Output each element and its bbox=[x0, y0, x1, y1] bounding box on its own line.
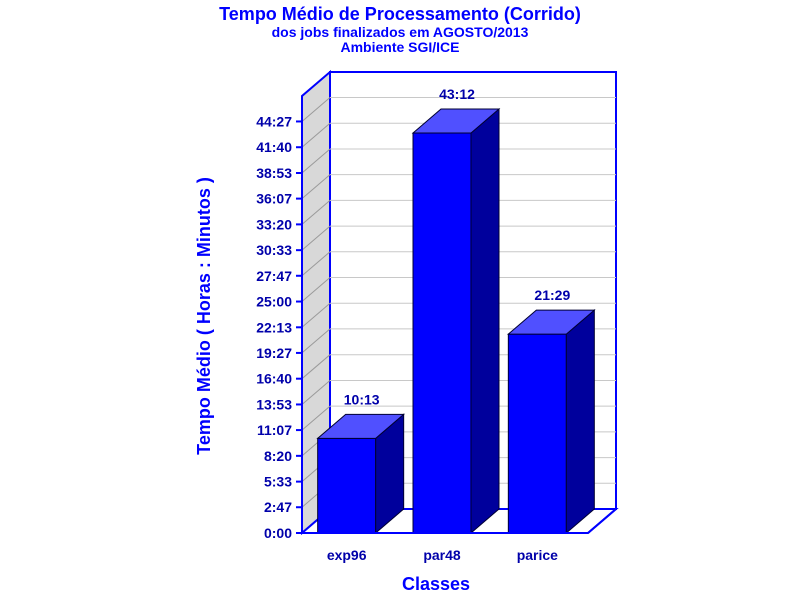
bar-side bbox=[470, 107, 500, 535]
y-tick-label: 11:07 bbox=[257, 422, 292, 438]
bar-top bbox=[411, 108, 501, 134]
bar-side bbox=[565, 309, 595, 535]
gridline-side bbox=[301, 122, 331, 148]
y-tick-label: 33:20 bbox=[256, 216, 292, 232]
bar-front bbox=[412, 132, 472, 534]
y-tick-label: 2:47 bbox=[264, 499, 292, 515]
x-axis-label: Classes bbox=[402, 574, 470, 594]
y-tick-label: 8:20 bbox=[264, 448, 292, 464]
floor-edge bbox=[587, 508, 617, 534]
chart-title: Tempo Médio de Processamento (Corrido) bbox=[219, 4, 581, 24]
bar-value-label: 10:13 bbox=[344, 391, 380, 407]
gridline-side bbox=[301, 200, 331, 225]
y-tick-label: 38:53 bbox=[256, 165, 292, 181]
gridline-side bbox=[301, 148, 331, 174]
gridline-side bbox=[301, 97, 331, 122]
gridline-side bbox=[301, 380, 331, 405]
y-tick-label: 19:27 bbox=[256, 345, 292, 361]
y-tick-label: 44:27 bbox=[256, 113, 292, 129]
plot-area: 0:00 2:47 5:33 8:20 11:07 13:53 16:40 19:27 22:1… bbox=[256, 69, 619, 563]
x-tick-label: exp96 bbox=[327, 547, 367, 563]
gridline-side bbox=[301, 174, 331, 199]
bar-value-label: 43:12 bbox=[439, 86, 475, 102]
bar-front bbox=[507, 333, 567, 534]
x-tick-label: parice bbox=[517, 547, 558, 563]
chart-subtitle-line-1: dos jobs finalizados em AGOSTO/2013 bbox=[272, 24, 529, 40]
gridline-side bbox=[301, 277, 331, 302]
y-tick-label: 13:53 bbox=[256, 396, 292, 412]
chart-subtitle-line-2: Ambiente SGI/ICE bbox=[340, 39, 459, 55]
bar-front bbox=[317, 437, 377, 534]
y-tick-label: 0:00 bbox=[264, 525, 292, 541]
y-tick-label: 16:40 bbox=[256, 371, 292, 387]
y-tick-label: 30:33 bbox=[256, 242, 292, 258]
y-tick-label: 41:40 bbox=[256, 139, 292, 155]
y-axis-label: Tempo Médio ( Horas : Minutos ) bbox=[194, 177, 214, 455]
gridline-side bbox=[301, 251, 331, 277]
y-tick-label: 36:07 bbox=[256, 191, 292, 207]
gridline-side bbox=[301, 328, 331, 354]
gridline-side bbox=[301, 354, 331, 380]
y-tick-label: 27:47 bbox=[256, 268, 292, 284]
y-tick-label: 25:00 bbox=[256, 294, 292, 310]
bar-top bbox=[506, 309, 596, 335]
y-tick-label: 22:13 bbox=[256, 319, 292, 335]
y-tick-label: 5:33 bbox=[264, 474, 292, 490]
x-tick-label: par48 bbox=[423, 547, 461, 563]
gridline-side bbox=[301, 405, 331, 431]
bar-top bbox=[316, 413, 406, 439]
gridline-side bbox=[301, 225, 331, 251]
bar-value-label: 21:29 bbox=[534, 287, 570, 303]
gridline-side bbox=[301, 302, 331, 328]
